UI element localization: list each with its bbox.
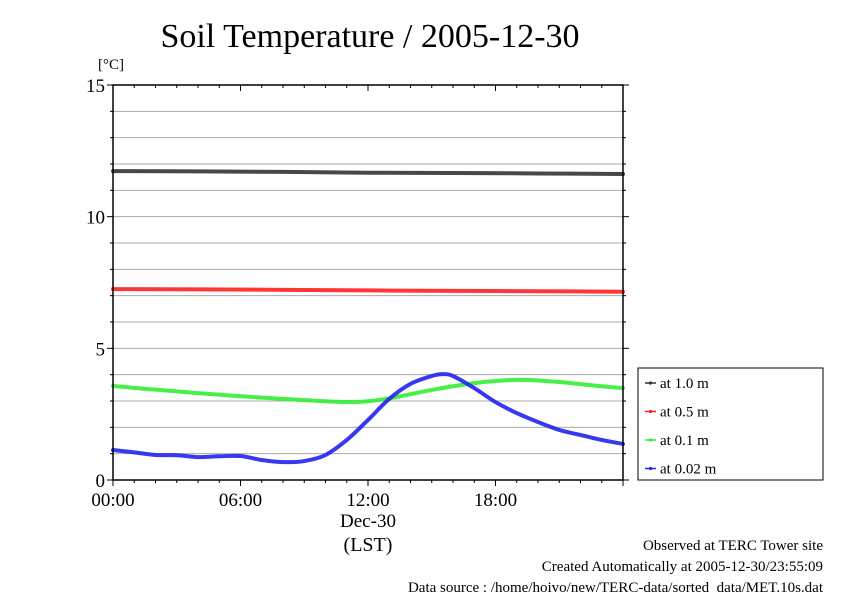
legend-label: at 0.1 m [660,433,709,449]
series-group [111,169,625,465]
y-tick-label: 0 [96,471,106,492]
date-label: Dec-30 [340,511,396,532]
legend-marker [648,409,653,414]
x-axis-label: (LST) [344,534,393,556]
x-tick-label: 18:00 [474,490,517,511]
y-tick-label: 15 [86,76,105,97]
series-line [111,287,625,294]
x-tick-label: 00:00 [91,490,134,511]
observed-note: Observed at TERC Tower site [643,538,823,554]
legend: at 1.0 m at 0.5 m at 0.1 m at 0.02 m [637,367,824,481]
grid [113,110,623,455]
legend-label: at 0.02 m [660,462,717,478]
ticks [107,84,629,486]
created-note: Created Automatically at 2005-12-30/23:5… [542,559,823,575]
series-line [111,372,625,465]
legend-label: at 1.0 m [660,376,709,392]
y-axis-label: [°C] [98,57,124,73]
data-source-note: Data source : /home/hoivo/new/TERC-data/… [408,580,824,595]
legend-marker [648,466,653,471]
x-tick-label: 12:00 [346,490,389,511]
legend-box [637,367,824,481]
chart-title: Soil Temperature / 2005-12-30 [160,18,579,55]
series-line [111,377,625,405]
legend-label: at 0.5 m [660,405,709,421]
legend-marker [648,438,653,442]
y-tick-label: 10 [86,208,105,229]
y-tick-labels: 0 5 10 15 [86,76,105,492]
legend-marker [648,381,653,385]
series-line [111,169,625,177]
x-tick-labels: 00:00 06:00 12:00 18:00 [91,490,517,511]
y-tick-label: 5 [96,339,106,360]
x-tick-label: 06:00 [219,490,262,511]
